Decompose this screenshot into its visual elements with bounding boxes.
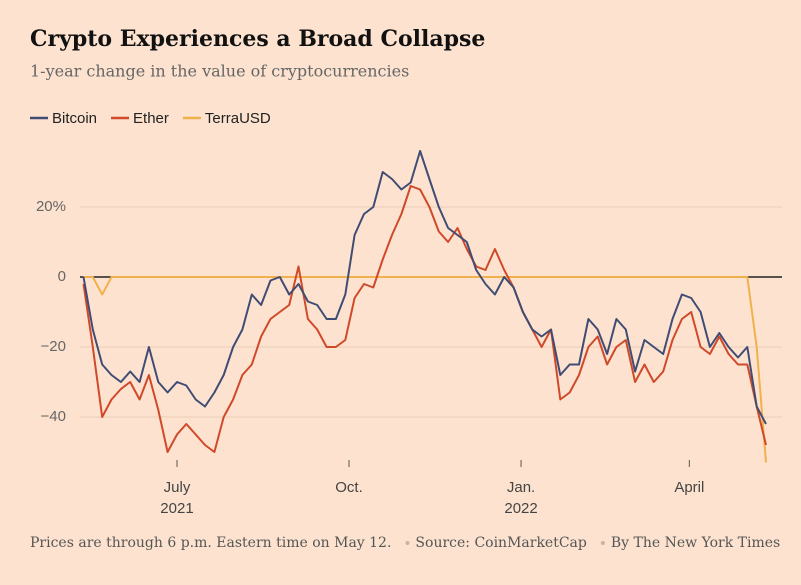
x-tick-label: Oct. (335, 479, 363, 496)
legend-label: TerraUSD (205, 110, 271, 127)
x-tick-label: Jan. (507, 479, 535, 496)
footer-separator (600, 541, 605, 545)
chart-title: Crypto Experiences a Broad Collapse (30, 26, 485, 52)
series-line (82, 150, 767, 425)
y-tick-label: 0 (58, 268, 66, 285)
x-tick-label: April (674, 479, 704, 496)
legend-label: Ether (133, 110, 169, 127)
x-year-label: 2021 (160, 500, 193, 517)
x-tick-label: July (164, 479, 191, 496)
y-tick-label: −20 (41, 338, 66, 355)
chart-subtitle: 1-year change in the value of cryptocurr… (30, 62, 409, 81)
footer-note: Prices are through 6 p.m. Eastern time o… (30, 535, 391, 551)
legend-label: Bitcoin (52, 110, 97, 127)
footer-separator (405, 541, 410, 545)
x-year-label: 2022 (504, 500, 537, 517)
footer-note: By The New York Times (611, 535, 780, 551)
series-line (83, 276, 767, 463)
footer-note: Source: CoinMarketCap (415, 535, 586, 551)
y-tick-label: 20% (36, 198, 66, 215)
series-line (82, 185, 767, 453)
y-tick-label: −40 (41, 408, 66, 425)
